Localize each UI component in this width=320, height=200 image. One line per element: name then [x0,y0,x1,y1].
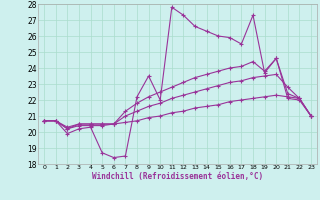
X-axis label: Windchill (Refroidissement éolien,°C): Windchill (Refroidissement éolien,°C) [92,172,263,181]
